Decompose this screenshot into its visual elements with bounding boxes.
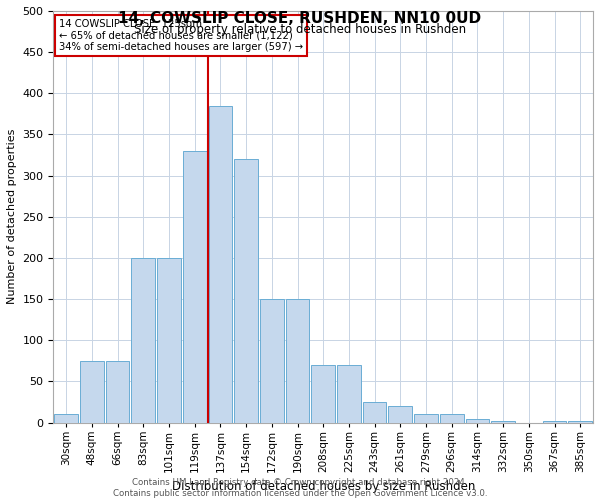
Bar xyxy=(337,365,361,422)
Bar xyxy=(234,159,258,422)
Text: Size of property relative to detached houses in Rushden: Size of property relative to detached ho… xyxy=(134,22,466,36)
Bar xyxy=(183,151,206,422)
Text: 14 COWSLIP CLOSE: 125sqm
← 65% of detached houses are smaller (1,122)
34% of sem: 14 COWSLIP CLOSE: 125sqm ← 65% of detach… xyxy=(59,19,303,52)
Bar xyxy=(311,365,335,422)
X-axis label: Distribution of detached houses by size in Rushden: Distribution of detached houses by size … xyxy=(172,480,475,493)
Text: 14, COWSLIP CLOSE, RUSHDEN, NN10 0UD: 14, COWSLIP CLOSE, RUSHDEN, NN10 0UD xyxy=(118,11,482,26)
Bar xyxy=(363,402,386,422)
Bar xyxy=(260,299,284,422)
Bar xyxy=(491,421,515,422)
Bar xyxy=(80,361,104,422)
Bar xyxy=(209,106,232,422)
Bar xyxy=(440,414,464,422)
Bar xyxy=(568,421,592,422)
Bar xyxy=(388,406,412,422)
Bar xyxy=(157,258,181,422)
Text: Contains HM Land Registry data © Crown copyright and database right 2024.
Contai: Contains HM Land Registry data © Crown c… xyxy=(113,478,487,498)
Y-axis label: Number of detached properties: Number of detached properties xyxy=(7,129,17,304)
Bar xyxy=(466,418,489,422)
Bar xyxy=(542,421,566,422)
Bar xyxy=(286,299,310,422)
Bar xyxy=(131,258,155,422)
Bar xyxy=(55,414,78,422)
Bar xyxy=(414,414,438,422)
Bar xyxy=(106,361,130,422)
